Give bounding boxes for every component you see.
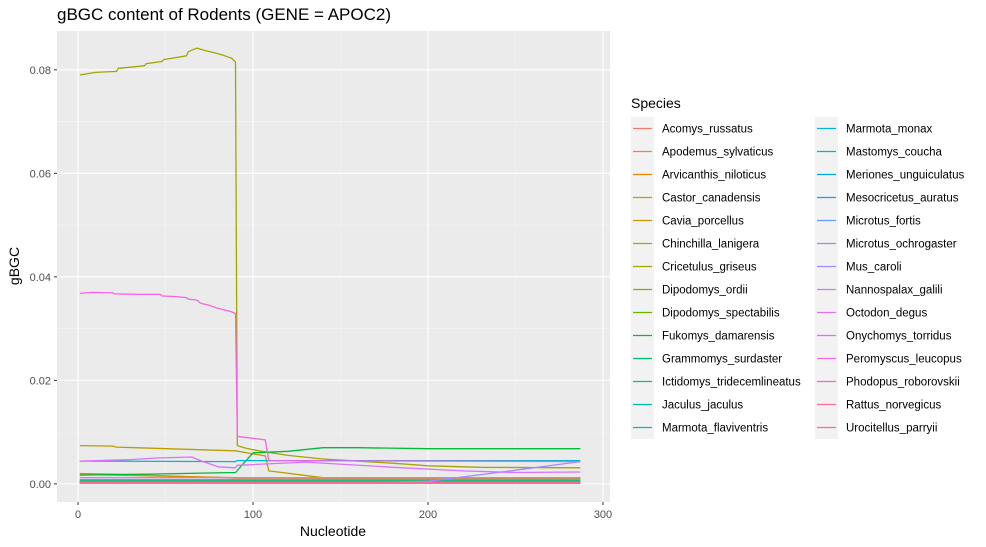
legend-item: Cavia_porcellus xyxy=(631,209,744,232)
legend-item: Phodopus_roborovskii xyxy=(815,370,960,393)
legend-label: Phodopus_roborovskii xyxy=(846,377,960,389)
legend-item: Grammomys_surdaster xyxy=(631,347,782,370)
legend-label: Microtus_ochrogaster xyxy=(846,239,957,251)
series-lines xyxy=(79,47,581,485)
legend-label: Acomys_russatus xyxy=(662,124,753,136)
legend-item: Jaculus_jaculus xyxy=(631,393,743,416)
legend-label: Arvicanthis_niloticus xyxy=(662,170,766,182)
legend-label: Onychomys_torridus xyxy=(846,331,952,343)
legend-item: Acomys_russatus xyxy=(631,117,753,140)
legend-item: Dipodomys_spectabilis xyxy=(631,301,780,324)
plot-panel xyxy=(57,31,610,502)
legend-label: Cricetulus_griseus xyxy=(662,262,757,274)
chart-title: gBGC content of Rodents (GENE = APOC2) xyxy=(57,5,391,24)
legend-label: Grammomys_surdaster xyxy=(662,354,782,366)
series-line-Octodon_degus xyxy=(79,456,581,474)
legend-item: Meriones_unguiculatus xyxy=(815,163,965,186)
y-tick-label: 0.04 xyxy=(30,272,51,284)
legend-item: Rattus_norvegicus xyxy=(815,393,941,416)
legend-item: Marmota_flaviventris xyxy=(631,416,768,439)
legend-label: Fukomys_damarensis xyxy=(662,331,775,343)
legend-label: Marmota_monax xyxy=(846,124,933,136)
series-line-Fukomys_damarensis xyxy=(79,447,581,476)
legend-label: Marmota_flaviventris xyxy=(662,423,768,435)
legend-label: Apodemus_sylvaticus xyxy=(662,147,773,159)
legend-item: Onychomys_torridus xyxy=(815,324,952,347)
x-tick-label: 0 xyxy=(75,509,81,521)
legend-item: Fukomys_damarensis xyxy=(631,324,775,347)
series-line-Peromyscus_leucopus xyxy=(79,291,581,463)
x-tick-label: 200 xyxy=(419,509,437,521)
legend-label: Castor_canadensis xyxy=(662,193,761,205)
y-tick-label: 0.06 xyxy=(30,168,51,180)
y-tick-label: 0.08 xyxy=(30,65,51,77)
legend: Acomys_russatus Apodemus_sylvaticus Arvica… xyxy=(631,117,965,439)
x-tick-label: 100 xyxy=(244,509,262,521)
legend-item: Chinchilla_lanigera xyxy=(631,232,760,255)
legend-item: Octodon_degus xyxy=(815,301,927,324)
legend-label: Mesocricetus_auratus xyxy=(846,193,959,205)
legend-item: Urocitellus_parryii xyxy=(815,416,937,439)
x-axis-ticks: 0 100 200 300 xyxy=(75,502,612,521)
legend-title: Species xyxy=(631,95,681,111)
legend-item: Castor_canadensis xyxy=(631,186,761,209)
legend-label: Jaculus_jaculus xyxy=(662,400,743,412)
series-line-Cricetulus_griseus xyxy=(79,47,581,469)
legend-label: Mastomys_coucha xyxy=(846,147,942,159)
y-axis-title: gBGC xyxy=(6,247,22,285)
legend-label: Cavia_porcellus xyxy=(662,216,744,228)
legend-item: Peromyscus_leucopus xyxy=(815,347,962,370)
y-tick-label: 0.00 xyxy=(30,479,51,491)
legend-label: Dipodomys_spectabilis xyxy=(662,308,780,320)
legend-item: Mesocricetus_auratus xyxy=(815,186,959,209)
legend-label: Mus_caroli xyxy=(846,262,902,274)
legend-label: Dipodomys_ordii xyxy=(662,285,748,297)
legend-item: Nannospalax_galili xyxy=(815,278,943,301)
legend-item: Microtus_fortis xyxy=(815,209,921,232)
legend-item: Dipodomys_ordii xyxy=(631,278,748,301)
legend-item: Mus_caroli xyxy=(815,255,902,278)
legend-label: Urocitellus_parryii xyxy=(846,423,937,435)
legend-label: Ictidomys_tridecemlineatus xyxy=(662,377,801,389)
legend-label: Meriones_unguiculatus xyxy=(846,170,965,182)
x-axis-title: Nucleotide xyxy=(300,523,366,539)
legend-item: Arvicanthis_niloticus xyxy=(631,163,766,186)
legend-item: Cricetulus_griseus xyxy=(631,255,757,278)
y-axis-ticks: 0.00 0.02 0.04 0.06 0.08 xyxy=(30,65,57,491)
legend-item: Mastomys_coucha xyxy=(815,140,942,163)
legend-item: Microtus_ochrogaster xyxy=(815,232,957,255)
legend-item: Marmota_monax xyxy=(815,117,933,140)
y-tick-label: 0.02 xyxy=(30,375,51,387)
legend-item: Apodemus_sylvaticus xyxy=(631,140,773,163)
legend-label: Rattus_norvegicus xyxy=(846,400,941,412)
legend-label: Nannospalax_galili xyxy=(846,285,943,297)
series-line-Chinchilla_lanigera xyxy=(79,444,581,479)
x-tick-label: 300 xyxy=(594,509,612,521)
legend-label: Chinchilla_lanigera xyxy=(662,239,760,251)
legend-label: Peromyscus_leucopus xyxy=(846,354,962,366)
legend-label: Microtus_fortis xyxy=(846,216,921,228)
legend-label: Octodon_degus xyxy=(846,308,927,320)
legend-item: Ictidomys_tridecemlineatus xyxy=(631,370,801,393)
